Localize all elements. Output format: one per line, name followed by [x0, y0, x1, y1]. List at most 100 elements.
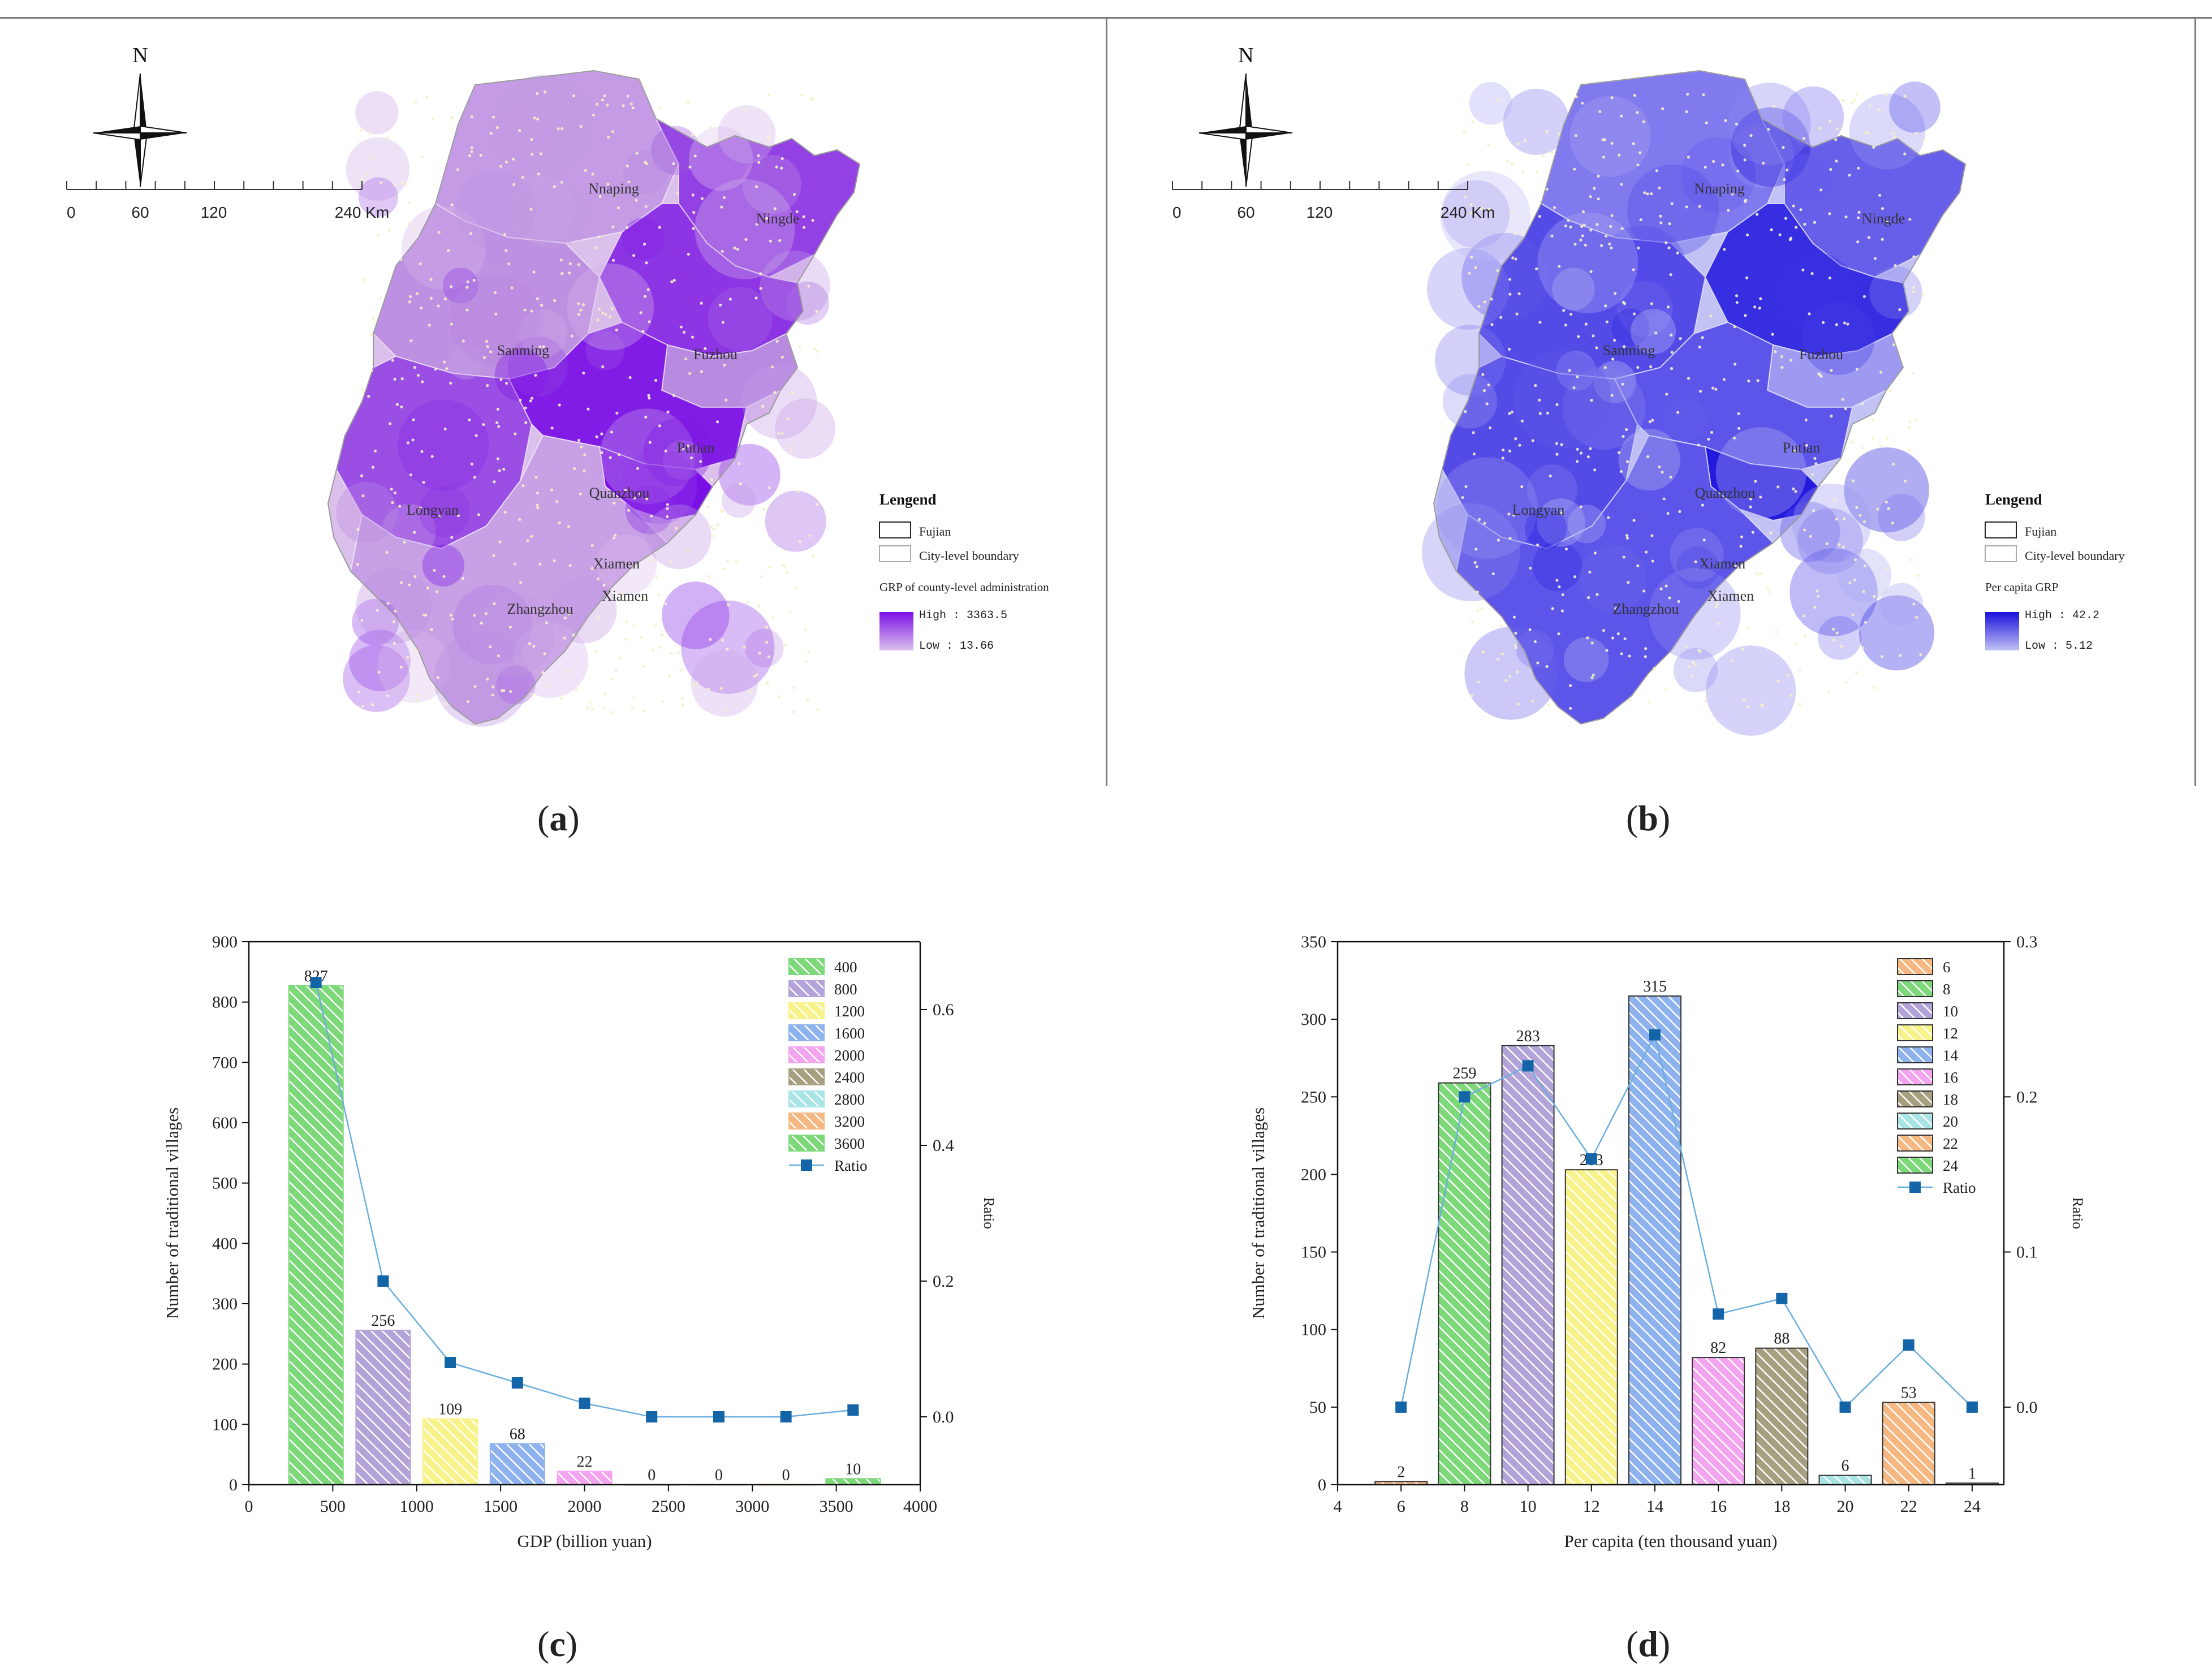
county-patch: [1889, 81, 1941, 133]
village-dot: [536, 297, 539, 300]
village-dot: [590, 544, 594, 547]
village-dot: [657, 593, 661, 597]
village-dot: [1661, 471, 1664, 474]
village-dot: [470, 115, 474, 118]
village-dot: [1477, 680, 1480, 684]
county-patch: [662, 581, 730, 649]
village-dot: [682, 447, 685, 451]
city-label: Zhangzhou: [507, 601, 574, 617]
legend-swatch: [1897, 1068, 1933, 1085]
village-dot: [1714, 605, 1718, 608]
x-tick-label: 1000: [400, 1497, 434, 1516]
county-patch: [1597, 225, 1688, 316]
bar-data-label: 1: [1968, 1465, 1976, 1482]
county-patch: [1880, 583, 1924, 626]
village-dot: [781, 355, 784, 359]
village-dot: [519, 398, 522, 402]
compass-north-light: [132, 73, 141, 133]
compass-south-light: [140, 132, 148, 187]
village-dot: [1843, 321, 1847, 325]
village-dot: [773, 207, 777, 210]
village-dot: [791, 391, 794, 395]
village-dot: [568, 271, 571, 275]
x-tick-label: 14: [1646, 1497, 1663, 1516]
county-patch: [622, 218, 665, 260]
county-patch: [516, 176, 588, 248]
county-patch: [1537, 498, 1585, 547]
compass-north-dark: [140, 74, 147, 133]
village-dot: [1702, 538, 1706, 542]
village-dot: [529, 208, 533, 211]
village-dot: [1825, 542, 1829, 545]
village-dot: [1850, 440, 1853, 443]
village-dot: [1514, 437, 1517, 441]
city-label: Sanming: [497, 342, 549, 359]
county-patch: [1792, 483, 1872, 563]
village-dot: [1567, 219, 1570, 222]
village-dot: [581, 303, 585, 307]
village-dot: [535, 92, 539, 96]
village-dot: [614, 533, 617, 537]
city-label: Fuzhou: [1799, 346, 1843, 363]
village-dot: [672, 162, 675, 166]
village-dot: [1564, 547, 1568, 551]
village-dot: [1668, 596, 1671, 600]
x-tick-label: 0: [245, 1497, 253, 1516]
village-dot: [1855, 671, 1858, 674]
village-dot: [1761, 161, 1765, 165]
village-dot: [1649, 365, 1653, 369]
legend-swatch: [1897, 1090, 1933, 1107]
village-dot: [802, 215, 805, 218]
village-dot: [1793, 450, 1797, 453]
x-tick-label: 8: [1460, 1497, 1469, 1516]
county-patch: [1663, 398, 1706, 441]
village-dot: [1798, 668, 1801, 671]
village-dot: [1482, 650, 1485, 654]
village-dot: [736, 248, 739, 251]
village-dot: [1601, 138, 1605, 141]
village-dot: [1809, 534, 1812, 538]
village-dot: [1516, 702, 1520, 706]
village-dot: [645, 261, 648, 265]
village-dot: [1561, 593, 1564, 597]
village-dot: [1744, 314, 1747, 317]
county-patch: [1532, 541, 1583, 592]
map-legend: Lengend Fujian City-level boundary GRP of c…: [879, 491, 1049, 653]
village-dot: [407, 221, 411, 225]
ratio-marker: [1839, 1401, 1851, 1413]
village-dot: [377, 670, 381, 674]
village-dot: [400, 377, 404, 381]
village-dot: [409, 339, 413, 343]
village-dot: [1717, 622, 1721, 626]
village-dot: [626, 164, 629, 167]
village-dot: [1555, 579, 1559, 582]
village-dot: [456, 514, 460, 518]
village-dot: [1646, 192, 1649, 196]
bar: [1818, 1475, 1872, 1485]
county-patch: [492, 75, 594, 177]
village-dot: [1644, 647, 1648, 650]
village-dot: [437, 230, 441, 234]
village-dot: [436, 676, 439, 679]
village-dot: [1480, 607, 1484, 611]
village-dot: [1508, 278, 1511, 281]
city-label: Xiamen: [1707, 588, 1754, 604]
village-dot: [1509, 210, 1512, 214]
legend-label: 3600: [834, 1135, 865, 1152]
village-dot: [579, 308, 583, 312]
village-dot: [1832, 638, 1835, 641]
village-dot: [674, 527, 678, 530]
legend-label: 8: [1943, 981, 1951, 998]
village-dot: [408, 295, 412, 298]
village-dot: [1529, 566, 1532, 570]
village-dot: [1818, 127, 1821, 130]
village-dot: [613, 501, 616, 505]
village-dot: [596, 318, 600, 322]
village-dot: [1746, 626, 1749, 630]
legend-ratio-marker: [801, 1159, 812, 1171]
village-dot: [1665, 393, 1668, 396]
village-dot: [540, 152, 543, 156]
village-dot: [438, 515, 442, 518]
village-dot: [1701, 336, 1704, 339]
y-tick-label: 300: [1301, 1010, 1326, 1029]
